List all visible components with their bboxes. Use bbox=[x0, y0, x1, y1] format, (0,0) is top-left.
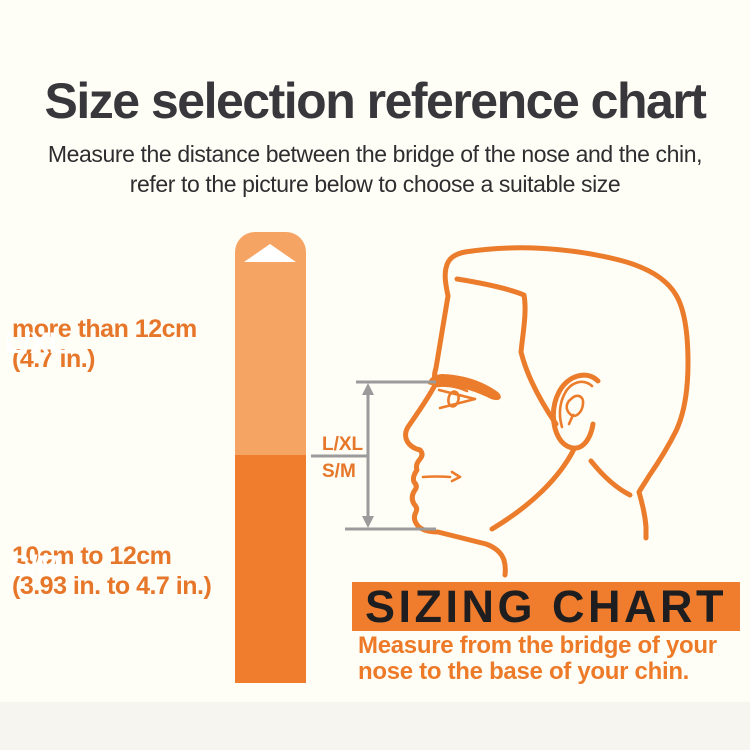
neck-line bbox=[588, 458, 633, 498]
mouth-corner-flick bbox=[450, 470, 462, 483]
range-lxl-line-1: more than 12cm bbox=[12, 315, 197, 343]
jaw-line bbox=[489, 446, 577, 532]
eye-iris bbox=[447, 390, 460, 408]
page-title: Size selection reference chart bbox=[44, 73, 707, 129]
size-bar-segment-sm bbox=[235, 455, 306, 683]
subtitle-line-2: refer to the picture below to choose a s… bbox=[129, 171, 621, 197]
sizing-chart-heading: SIZING CHART bbox=[365, 581, 727, 632]
ear-concha bbox=[565, 394, 585, 426]
size-scale-bar bbox=[235, 232, 306, 683]
hairline bbox=[454, 276, 559, 427]
caption-line-1: Measure from the bridge of your bbox=[358, 632, 717, 659]
eyelid-crease bbox=[435, 384, 469, 393]
page-subtitle: Measure the distance between the bridge … bbox=[0, 139, 750, 199]
eyebrow bbox=[428, 374, 501, 401]
subtitle-line-1: Measure the distance between the bridge … bbox=[47, 141, 703, 167]
range-label-sm: 10cm to 12cm (3.93 in. to 4.7 in.) bbox=[12, 541, 242, 601]
range-sm-line-2: (3.93 in. to 4.7 in.) bbox=[12, 572, 212, 600]
head-outline bbox=[442, 245, 691, 541]
face-profile-line bbox=[403, 293, 508, 578]
range-sm-line-1: 10cm to 12cm bbox=[12, 542, 172, 570]
mouth-line bbox=[421, 475, 452, 479]
range-lxl-line-2: (4.7 in.) bbox=[12, 345, 96, 373]
footer-band bbox=[0, 702, 750, 750]
sizing-chart-caption: Measure from the bridge of your nose to … bbox=[358, 633, 748, 685]
measurement-label-sm: S/M bbox=[322, 461, 356, 482]
arrow-up-icon bbox=[244, 244, 296, 262]
ear-outline bbox=[550, 372, 601, 451]
arrowhead-bottom-icon bbox=[362, 516, 374, 528]
eye-outline bbox=[437, 388, 477, 410]
range-label-lxl: more than 12cm (4.7 in.) bbox=[12, 314, 242, 374]
ear-helix bbox=[558, 380, 594, 429]
bar-label-lxl: L/XL bbox=[5, 327, 67, 360]
measurement-label-lxl: L/XL bbox=[322, 434, 364, 455]
sizing-chart-band bbox=[352, 582, 740, 631]
arrowhead-top-icon bbox=[362, 383, 374, 395]
caption-line-2: nose to the base of your chin. bbox=[358, 658, 690, 685]
bar-label-sm: S/M bbox=[10, 550, 61, 583]
